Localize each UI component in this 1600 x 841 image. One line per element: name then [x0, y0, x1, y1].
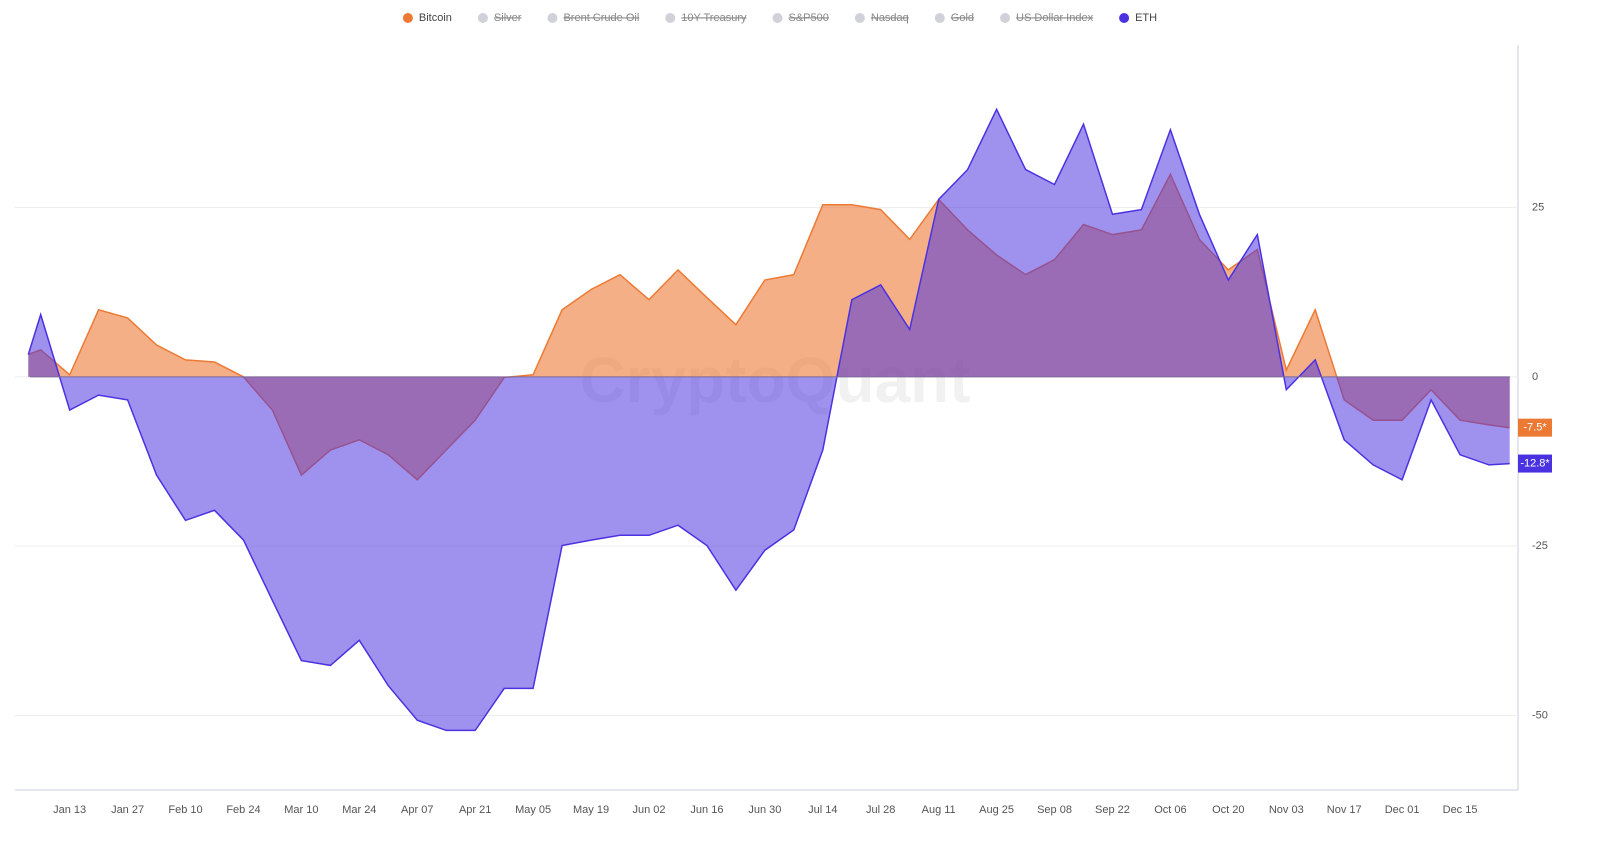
legend-dot	[665, 13, 676, 23]
legend-label: Gold	[951, 12, 974, 24]
x-tick-label: Apr 07	[401, 804, 433, 816]
legend-dot	[1119, 13, 1130, 23]
legend-label: Brent Crude Oil	[563, 12, 639, 24]
badge-label: -12.8*	[1520, 457, 1550, 469]
legend-label: 10Y Treasury	[681, 12, 747, 24]
x-tick-label: Nov 03	[1269, 804, 1304, 816]
x-tick-label: Jul 14	[808, 804, 837, 816]
x-tick-label: Jan 13	[53, 804, 86, 816]
legend-item[interactable]: Bitcoin	[402, 12, 452, 24]
x-tick-label: Jun 16	[690, 804, 723, 816]
x-tick-label: Jun 02	[632, 804, 665, 816]
legend-item[interactable]: Nasdaq	[854, 12, 909, 24]
legend-dot	[1000, 13, 1011, 23]
legend-item[interactable]: Silver	[477, 12, 522, 24]
series-line	[27, 107, 1510, 732]
legend-item[interactable]: S&P500	[772, 12, 829, 24]
legend-dot	[477, 13, 488, 23]
badge-label: -7.5*	[1523, 422, 1547, 434]
legend-label: S&P500	[789, 12, 829, 24]
y-tick-label: 0	[1532, 371, 1538, 383]
legend-item[interactable]: Gold	[934, 12, 974, 24]
legend-dot	[547, 13, 558, 23]
y-tick-label: -50	[1532, 709, 1548, 721]
x-tick-label: Dec 15	[1443, 804, 1478, 816]
x-tick-label: Jun 30	[748, 804, 781, 816]
x-tick-label: Nov 17	[1327, 804, 1362, 816]
x-tick-label: Mar 10	[284, 804, 318, 816]
x-tick-label: Apr 21	[459, 804, 491, 816]
x-tick-label: Sep 22	[1095, 804, 1130, 816]
legend-dot	[772, 13, 783, 23]
x-tick-label: Mar 24	[342, 804, 376, 816]
legend-label: US Dollar Index	[1016, 12, 1094, 24]
legend-dot	[854, 13, 865, 23]
legend-dot	[402, 13, 413, 23]
y-tick-label: -25	[1532, 540, 1548, 552]
legend-item[interactable]: US Dollar Index	[1000, 12, 1094, 24]
legend-label: Bitcoin	[419, 12, 452, 24]
x-tick-label: Sep 08	[1037, 804, 1072, 816]
x-tick-label: Feb 24	[226, 804, 260, 816]
y-tick-label: 25	[1532, 201, 1544, 213]
x-tick-label: Oct 20	[1212, 804, 1244, 816]
legend-item[interactable]: ETH	[1119, 12, 1157, 24]
x-tick-label: Aug 25	[979, 804, 1014, 816]
legend-item[interactable]: 10Y Treasury	[665, 12, 747, 24]
x-tick-label: May 05	[515, 804, 551, 816]
x-tick-label: Dec 01	[1385, 804, 1420, 816]
legend-item[interactable]: Brent Crude Oil	[547, 12, 639, 24]
last-value-badge: -12.8*	[1518, 454, 1552, 473]
legend-label: Silver	[494, 12, 522, 24]
legend-dot	[934, 13, 945, 23]
x-tick-label: Feb 10	[168, 804, 202, 816]
legend: Bitcoin Silver Brent Crude Oil 10Y Treasury…	[402, 12, 1157, 24]
series-area	[28, 109, 1510, 731]
badge-box	[1518, 454, 1552, 473]
badge-box	[1518, 418, 1552, 437]
x-tick-label: Jul 28	[866, 804, 895, 816]
x-tick-label: Aug 11	[922, 804, 956, 816]
legend-label: Nasdaq	[871, 12, 909, 24]
x-tick-label: Oct 06	[1154, 804, 1186, 816]
legend-label: ETH	[1135, 12, 1157, 24]
last-value-badge: -7.5*	[1518, 418, 1552, 437]
x-tick-label: May 19	[573, 804, 609, 816]
x-tick-label: Jan 27	[111, 804, 144, 816]
